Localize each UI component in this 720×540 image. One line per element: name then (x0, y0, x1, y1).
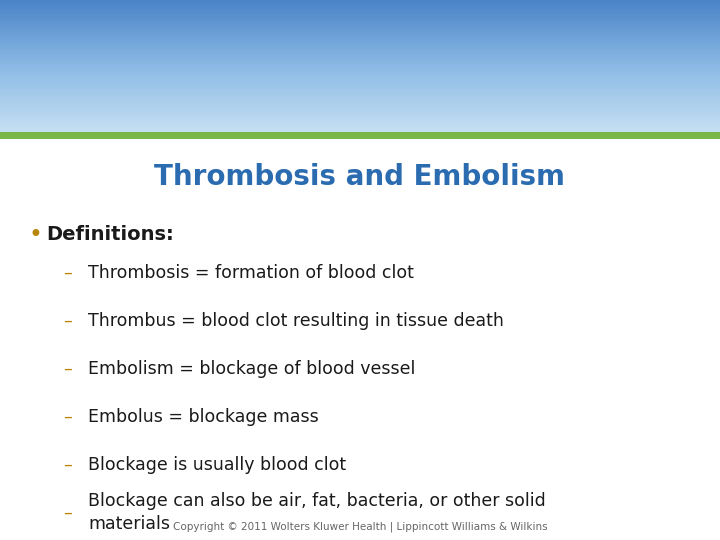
Bar (0, 90, 720, 93)
Text: –: – (63, 504, 73, 522)
Text: Copyright © 2011 Wolters Kluwer Health | Lippincott Williams & Wilkins: Copyright © 2011 Wolters Kluwer Health |… (173, 522, 547, 532)
Bar (0, 77, 720, 80)
Bar (0, 59, 720, 62)
Bar (0, 4, 720, 7)
Bar (0, 64, 720, 66)
Bar (0, 37, 720, 40)
Bar (0, 6, 720, 9)
Bar (0, 9, 720, 11)
Text: –: – (63, 408, 73, 426)
Text: Thrombus = blood clot resulting in tissue death: Thrombus = blood clot resulting in tissu… (88, 312, 504, 330)
Bar (0, 106, 720, 109)
Text: –: – (63, 264, 73, 282)
Bar (0, 114, 720, 117)
Bar (0, 104, 720, 106)
Bar (0, 95, 720, 98)
Bar (0, 46, 720, 49)
Text: Thrombosis = formation of blood clot: Thrombosis = formation of blood clot (88, 264, 414, 282)
Bar (0, 122, 720, 124)
Bar (0, 110, 720, 113)
Bar (0, 84, 720, 86)
Bar (0, 0, 720, 3)
Bar (0, 22, 720, 25)
Bar (0, 71, 720, 73)
Text: Embolus = blockage mass: Embolus = blockage mass (88, 408, 319, 426)
Bar (0, 108, 720, 111)
Bar (0, 16, 720, 18)
Bar (0, 18, 720, 21)
Bar (0, 33, 720, 36)
Bar (0, 75, 720, 78)
Bar (0, 66, 720, 69)
Text: –: – (63, 360, 73, 378)
Bar (0, 11, 720, 14)
Text: •: • (28, 223, 42, 247)
Bar (0, 124, 720, 126)
Bar (0, 29, 720, 31)
Bar (0, 130, 720, 133)
Bar (0, 24, 720, 27)
Bar (0, 57, 720, 60)
Bar (0, 73, 720, 76)
Bar (0, 132, 720, 139)
Text: Definitions:: Definitions: (46, 225, 174, 244)
Bar (0, 35, 720, 38)
Text: –: – (63, 312, 73, 330)
Bar (0, 26, 720, 29)
Text: Thrombosis and Embolism: Thrombosis and Embolism (155, 163, 565, 191)
Bar (0, 99, 720, 102)
Bar (0, 31, 720, 33)
Bar (0, 44, 720, 47)
Bar (0, 126, 720, 129)
Bar (0, 2, 720, 5)
Bar (0, 13, 720, 16)
Bar (0, 112, 720, 115)
Bar (0, 82, 720, 84)
Text: Blockage can also be air, fat, bacteria, or other solid
materials: Blockage can also be air, fat, bacteria,… (88, 492, 546, 533)
Text: –: – (63, 456, 73, 474)
Bar (0, 128, 720, 131)
Bar (0, 86, 720, 89)
Bar (0, 40, 720, 43)
Bar (0, 69, 720, 71)
Bar (0, 88, 720, 91)
Text: Blockage is usually blood clot: Blockage is usually blood clot (88, 456, 346, 474)
Text: Embolism = blockage of blood vessel: Embolism = blockage of blood vessel (88, 360, 415, 378)
Bar (0, 102, 720, 104)
Bar (0, 93, 720, 96)
Bar (0, 53, 720, 56)
Bar (0, 49, 720, 51)
Bar (0, 117, 720, 119)
Bar (0, 20, 720, 23)
Bar (0, 62, 720, 64)
Bar (0, 97, 720, 100)
Bar (0, 42, 720, 45)
Bar (0, 79, 720, 82)
Bar (0, 119, 720, 122)
Bar (0, 51, 720, 53)
Bar (0, 55, 720, 58)
